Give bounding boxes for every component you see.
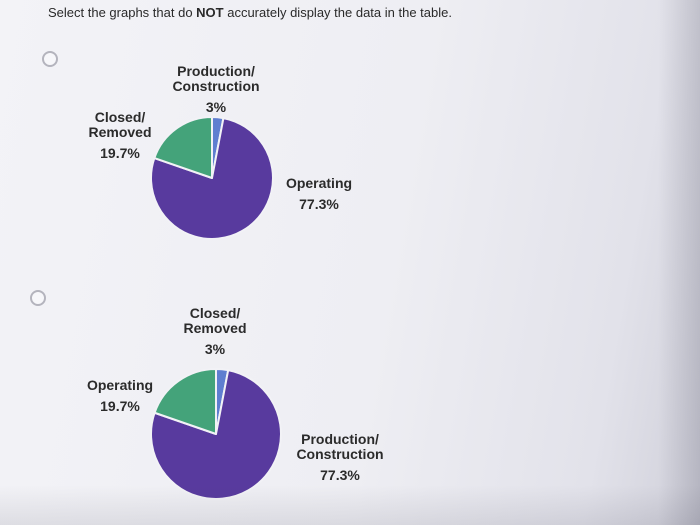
option-1-label-production: Production/ Construction 3% bbox=[172, 63, 260, 115]
option-1-radio[interactable] bbox=[42, 51, 58, 67]
option-1-pie-chart bbox=[150, 116, 274, 240]
option-2-label-closed: Closed/ Removed 3% bbox=[183, 305, 247, 357]
option-1-label-closed: Closed/ Removed 19.7% bbox=[88, 109, 152, 161]
option-2-pie-chart bbox=[150, 368, 282, 500]
question-emphasis: NOT bbox=[196, 5, 224, 20]
option-2-label-operating: Operating 19.7% bbox=[86, 377, 154, 414]
option-1-slice-closedremoved bbox=[153, 116, 213, 179]
option-2-radio[interactable] bbox=[30, 290, 46, 306]
screen-bottom-shadow bbox=[0, 485, 700, 525]
question-text: Select the graphs that do NOT accurately… bbox=[48, 5, 452, 20]
option-1-label-operating: Operating 77.3% bbox=[285, 175, 353, 212]
option-2-slice-operating bbox=[153, 368, 217, 435]
option-2-label-production: Production/ Construction 77.3% bbox=[296, 431, 384, 483]
screen-edge-shadow bbox=[658, 0, 700, 525]
